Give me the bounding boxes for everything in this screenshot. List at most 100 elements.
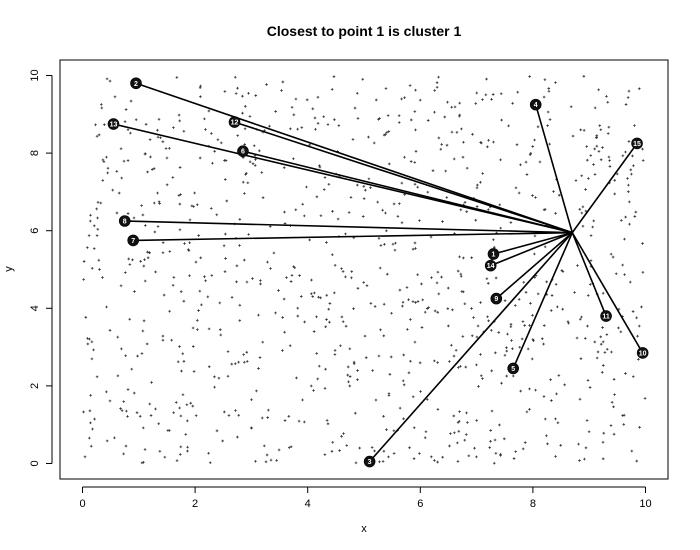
background-point [420, 326, 424, 329]
background-point [524, 160, 528, 164]
background-point [561, 307, 564, 311]
background-point [453, 431, 456, 435]
background-point [589, 154, 593, 157]
background-point [387, 392, 391, 395]
background-point [354, 411, 357, 415]
background-point [506, 332, 509, 336]
background-point [421, 298, 425, 302]
background-point [409, 318, 412, 321]
background-point [413, 110, 417, 113]
background-point [355, 91, 359, 95]
background-point [203, 117, 206, 121]
background-point [249, 426, 253, 430]
background-point [342, 432, 345, 435]
background-point [182, 360, 186, 363]
point-marker [484, 259, 497, 272]
background-point [333, 291, 336, 295]
background-point [450, 105, 453, 109]
background-point [346, 365, 350, 369]
background-point [312, 389, 315, 392]
background-point [300, 126, 304, 129]
background-point [420, 282, 423, 286]
background-point [168, 309, 171, 313]
background-point [327, 307, 331, 311]
background-point [236, 435, 239, 439]
background-point [500, 381, 503, 385]
background-point [194, 260, 198, 264]
background-point [393, 248, 397, 252]
background-point [615, 172, 619, 176]
background-point [467, 454, 471, 458]
background-point [406, 328, 409, 331]
background-point [431, 169, 435, 172]
background-point [148, 138, 152, 141]
background-point [556, 421, 560, 425]
background-point [243, 127, 247, 131]
background-point [463, 302, 467, 306]
background-point [218, 301, 222, 305]
background-point [267, 408, 270, 412]
background-point [93, 417, 96, 421]
background-point [452, 354, 456, 358]
background-point [226, 350, 230, 353]
background-point [156, 191, 159, 195]
background-point [331, 440, 335, 444]
background-point [476, 324, 480, 328]
background-point [588, 386, 592, 389]
background-point [599, 158, 603, 161]
background-point [313, 116, 317, 120]
background-point [211, 161, 214, 165]
background-point [470, 334, 474, 338]
background-point [631, 154, 634, 158]
background-point [96, 227, 100, 231]
connection-line-12 [234, 121, 573, 234]
background-point [158, 202, 161, 205]
background-point [559, 444, 563, 447]
background-point [382, 415, 385, 418]
background-point [316, 121, 320, 125]
background-point [378, 266, 382, 270]
background-point [241, 111, 244, 115]
background-point [461, 155, 465, 159]
background-point [140, 352, 144, 355]
background-point [376, 200, 379, 204]
background-point [192, 370, 196, 373]
background-point [299, 295, 303, 298]
background-point [82, 278, 85, 281]
background-point [465, 210, 469, 213]
labeled-point-1: 1 [487, 248, 500, 260]
background-point [627, 183, 630, 187]
background-point [522, 280, 526, 284]
background-point [580, 315, 583, 319]
background-point [599, 335, 603, 339]
background-point [222, 244, 226, 248]
background-point [373, 305, 377, 308]
background-point [187, 249, 191, 252]
background-point [638, 324, 641, 328]
background-point [348, 375, 352, 378]
background-point [213, 385, 216, 389]
connection-lines [113, 82, 644, 463]
background-point [178, 228, 182, 232]
background-point [369, 302, 373, 305]
background-point [283, 330, 286, 334]
background-point [87, 234, 91, 237]
background-point [425, 398, 429, 401]
background-point [617, 307, 621, 311]
background-point [533, 276, 537, 279]
background-point [610, 400, 614, 404]
background-point [396, 215, 400, 218]
background-point [546, 442, 549, 446]
background-point [197, 234, 200, 237]
background-point [149, 414, 153, 417]
background-point [602, 364, 605, 367]
background-point [517, 191, 521, 195]
background-point [184, 433, 188, 436]
background-point [533, 252, 536, 256]
background-point [99, 103, 103, 106]
background-point [251, 162, 255, 165]
background-point [143, 279, 147, 283]
background-point [106, 166, 110, 170]
background-point [140, 204, 143, 207]
background-point [545, 434, 548, 438]
